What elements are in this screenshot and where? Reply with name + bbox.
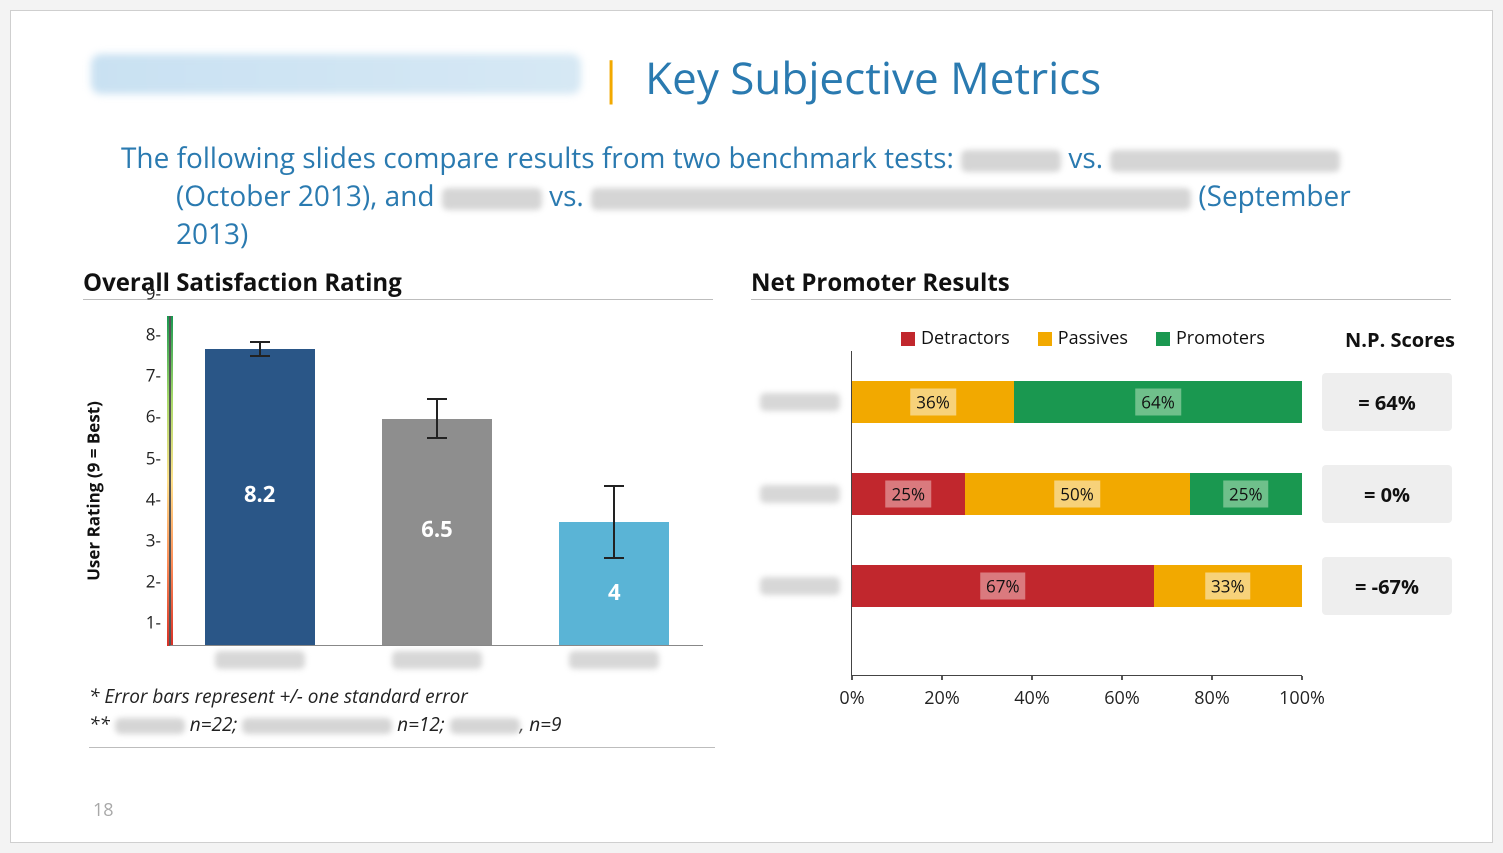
footnote-rule bbox=[89, 747, 715, 748]
np-plot-area: 0%20%40%60%80%100%36%64%= 64%25%50%25%= … bbox=[851, 351, 1302, 676]
np-segment: 36% bbox=[852, 381, 1014, 423]
bar: 8.2 bbox=[205, 349, 315, 645]
legend-label: Passives bbox=[1058, 326, 1128, 350]
net-promoter-chart: DetractorsPassivesPromoters N.P. Scores … bbox=[751, 296, 1461, 706]
legend-label: Promoters bbox=[1176, 326, 1265, 350]
y-tick-label: 5- bbox=[129, 446, 161, 469]
x-category-redacted bbox=[215, 651, 305, 669]
np-row: 67%33%= -67% bbox=[852, 565, 1302, 607]
footnote-text: , n=9 bbox=[520, 711, 562, 737]
np-segment: 25% bbox=[852, 473, 965, 515]
np-row: 25%50%25%= 0% bbox=[852, 473, 1302, 515]
subtitle-text: The following slides compare results fro… bbox=[121, 139, 961, 177]
y-tick-label: 6- bbox=[129, 405, 161, 428]
subtitle: The following slides compare results fro… bbox=[121, 139, 1432, 253]
bar-value-label: 6.5 bbox=[421, 514, 452, 544]
redacted-word bbox=[1110, 150, 1340, 172]
subtitle-line-1: The following slides compare results fro… bbox=[121, 139, 1432, 177]
np-score-header: N.P. Scores bbox=[1345, 326, 1455, 353]
segment-pct-label: 67% bbox=[980, 573, 1026, 600]
x-tick-label: 80% bbox=[1194, 686, 1229, 710]
np-segment: 50% bbox=[965, 473, 1190, 515]
x-category-redacted bbox=[392, 651, 482, 669]
title-separator: | bbox=[599, 47, 623, 107]
x-category-redacted bbox=[569, 651, 659, 669]
np-score-cell: = -67% bbox=[1322, 557, 1452, 615]
bar: 6.5 bbox=[382, 419, 492, 645]
legend-item: Detractors bbox=[901, 326, 1010, 350]
x-tick-label: 60% bbox=[1104, 686, 1139, 710]
y-tick-label: 1- bbox=[129, 611, 161, 634]
satisfaction-bar-chart: User Rating (9 = Best) 1-2-3-4-5-6-7-8-9… bbox=[83, 296, 713, 686]
subtitle-text: (September bbox=[1198, 177, 1350, 215]
footnote-prefix: ** bbox=[89, 711, 115, 737]
redacted-word bbox=[961, 150, 1061, 172]
title-row: | Key Subjective Metrics bbox=[91, 47, 1432, 107]
subtitle-line-2: (October 2013), and vs. (September bbox=[121, 177, 1432, 215]
page-number: 18 bbox=[93, 798, 114, 822]
segment-pct-label: 25% bbox=[886, 481, 932, 508]
slide-wrapper: | Key Subjective Metrics The following s… bbox=[0, 0, 1503, 853]
redacted-word bbox=[115, 718, 185, 734]
row-label-redacted bbox=[760, 577, 840, 595]
segment-pct-label: 33% bbox=[1205, 573, 1251, 600]
subtitle-text: vs. bbox=[1068, 139, 1110, 177]
y-tick-label: 8- bbox=[129, 323, 161, 346]
y-tick-label: 7- bbox=[129, 364, 161, 387]
np-row: 36%64%= 64% bbox=[852, 381, 1302, 423]
np-score-cell: = 64% bbox=[1322, 373, 1452, 431]
np-segment: 25% bbox=[1190, 473, 1303, 515]
x-tick-label: 20% bbox=[924, 686, 959, 710]
subtitle-line-3: 2013) bbox=[121, 215, 1432, 253]
title-redacted-prefix bbox=[91, 54, 581, 94]
segment-pct-label: 64% bbox=[1135, 389, 1181, 416]
subtitle-text: (October 2013), and bbox=[176, 177, 442, 215]
y-tick-label: 3- bbox=[129, 528, 161, 551]
x-tick-label: 40% bbox=[1014, 686, 1049, 710]
np-score-cell: = 0% bbox=[1322, 465, 1452, 523]
subtitle-text: vs. bbox=[549, 177, 591, 215]
redacted-word bbox=[242, 718, 392, 734]
row-label-redacted bbox=[760, 393, 840, 411]
np-legend: Detractors Passives Promoters bbox=[901, 326, 1265, 350]
x-tick-label: 100% bbox=[1279, 686, 1325, 710]
segment-pct-label: 36% bbox=[910, 389, 956, 416]
y-tick-label: 2- bbox=[129, 569, 161, 592]
bar-value-label: 8.2 bbox=[244, 479, 275, 509]
segment-pct-label: 50% bbox=[1054, 481, 1100, 508]
subtitle-text: 2013) bbox=[176, 215, 248, 253]
np-segment: 64% bbox=[1014, 381, 1302, 423]
redacted-word bbox=[591, 188, 1191, 210]
redacted-word bbox=[442, 188, 542, 210]
legend-label: Detractors bbox=[921, 326, 1010, 350]
slide: | Key Subjective Metrics The following s… bbox=[10, 10, 1493, 843]
legend-swatch bbox=[1038, 332, 1052, 346]
y-axis-label: User Rating (9 = Best) bbox=[82, 401, 105, 581]
footnote-error-bars: * Error bars represent +/- one standard … bbox=[89, 683, 468, 709]
np-x-axis bbox=[852, 675, 1302, 676]
bar-value-label: 4 bbox=[608, 577, 621, 607]
legend-swatch bbox=[1156, 332, 1170, 346]
row-label-redacted bbox=[760, 485, 840, 503]
legend-swatch bbox=[901, 332, 915, 346]
footnote-sample-sizes: ** n=22; n=12; , n=9 bbox=[89, 711, 562, 737]
legend-item: Promoters bbox=[1156, 326, 1265, 350]
slide-title: Key Subjective Metrics bbox=[645, 47, 1101, 107]
y-tick-label: 9- bbox=[129, 282, 161, 305]
x-tick-label: 0% bbox=[839, 686, 864, 710]
segment-pct-label: 25% bbox=[1223, 481, 1269, 508]
bar-chart-plot-area: 1-2-3-4-5-6-7-8-9-8.26.54 bbox=[169, 316, 703, 646]
np-segment: 33% bbox=[1154, 565, 1303, 607]
footnote-text: n=12; bbox=[392, 711, 449, 737]
legend-item: Passives bbox=[1038, 326, 1128, 350]
right-section-title: Net Promoter Results bbox=[751, 266, 1010, 299]
footnote-text: n=22; bbox=[185, 711, 242, 737]
redacted-word bbox=[450, 718, 520, 734]
y-tick-label: 4- bbox=[129, 487, 161, 510]
np-segment: 67% bbox=[852, 565, 1154, 607]
